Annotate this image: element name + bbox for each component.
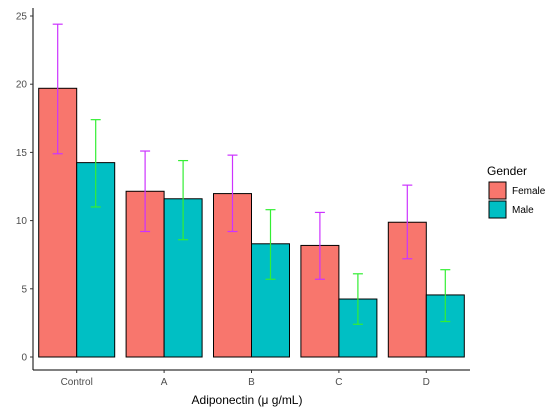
y-tick-label: 25 — [16, 12, 28, 23]
x-tick-label: C — [335, 377, 342, 388]
tick-labels: 0 5 10 15 20 25 Control A B C D — [16, 12, 430, 389]
error-bars — [52, 23, 451, 325]
y-tick-label: 5 — [21, 284, 27, 295]
y-tick-label: 15 — [16, 148, 28, 159]
legend-key — [488, 200, 507, 219]
bar — [425, 294, 465, 358]
bar — [76, 162, 116, 358]
x-tick-label: A — [161, 377, 168, 388]
y-tick-label: 10 — [16, 216, 28, 227]
x-tick-label: Control — [61, 377, 93, 388]
bars — [38, 87, 465, 358]
legend-label: Female — [512, 186, 546, 197]
y-tick-label: 0 — [21, 353, 27, 364]
x-axis-title: Adiponectin (μ g/mL) — [192, 393, 303, 407]
legend-title: Gender — [487, 164, 527, 178]
axes — [30, 8, 470, 373]
legend-label: Male — [512, 205, 534, 216]
x-tick-label: D — [423, 377, 430, 388]
legend: Gender Female Male — [487, 164, 546, 219]
legend-key — [488, 181, 507, 200]
bar — [125, 190, 165, 358]
y-tick-label: 20 — [16, 80, 28, 91]
x-tick-label: B — [248, 377, 255, 388]
